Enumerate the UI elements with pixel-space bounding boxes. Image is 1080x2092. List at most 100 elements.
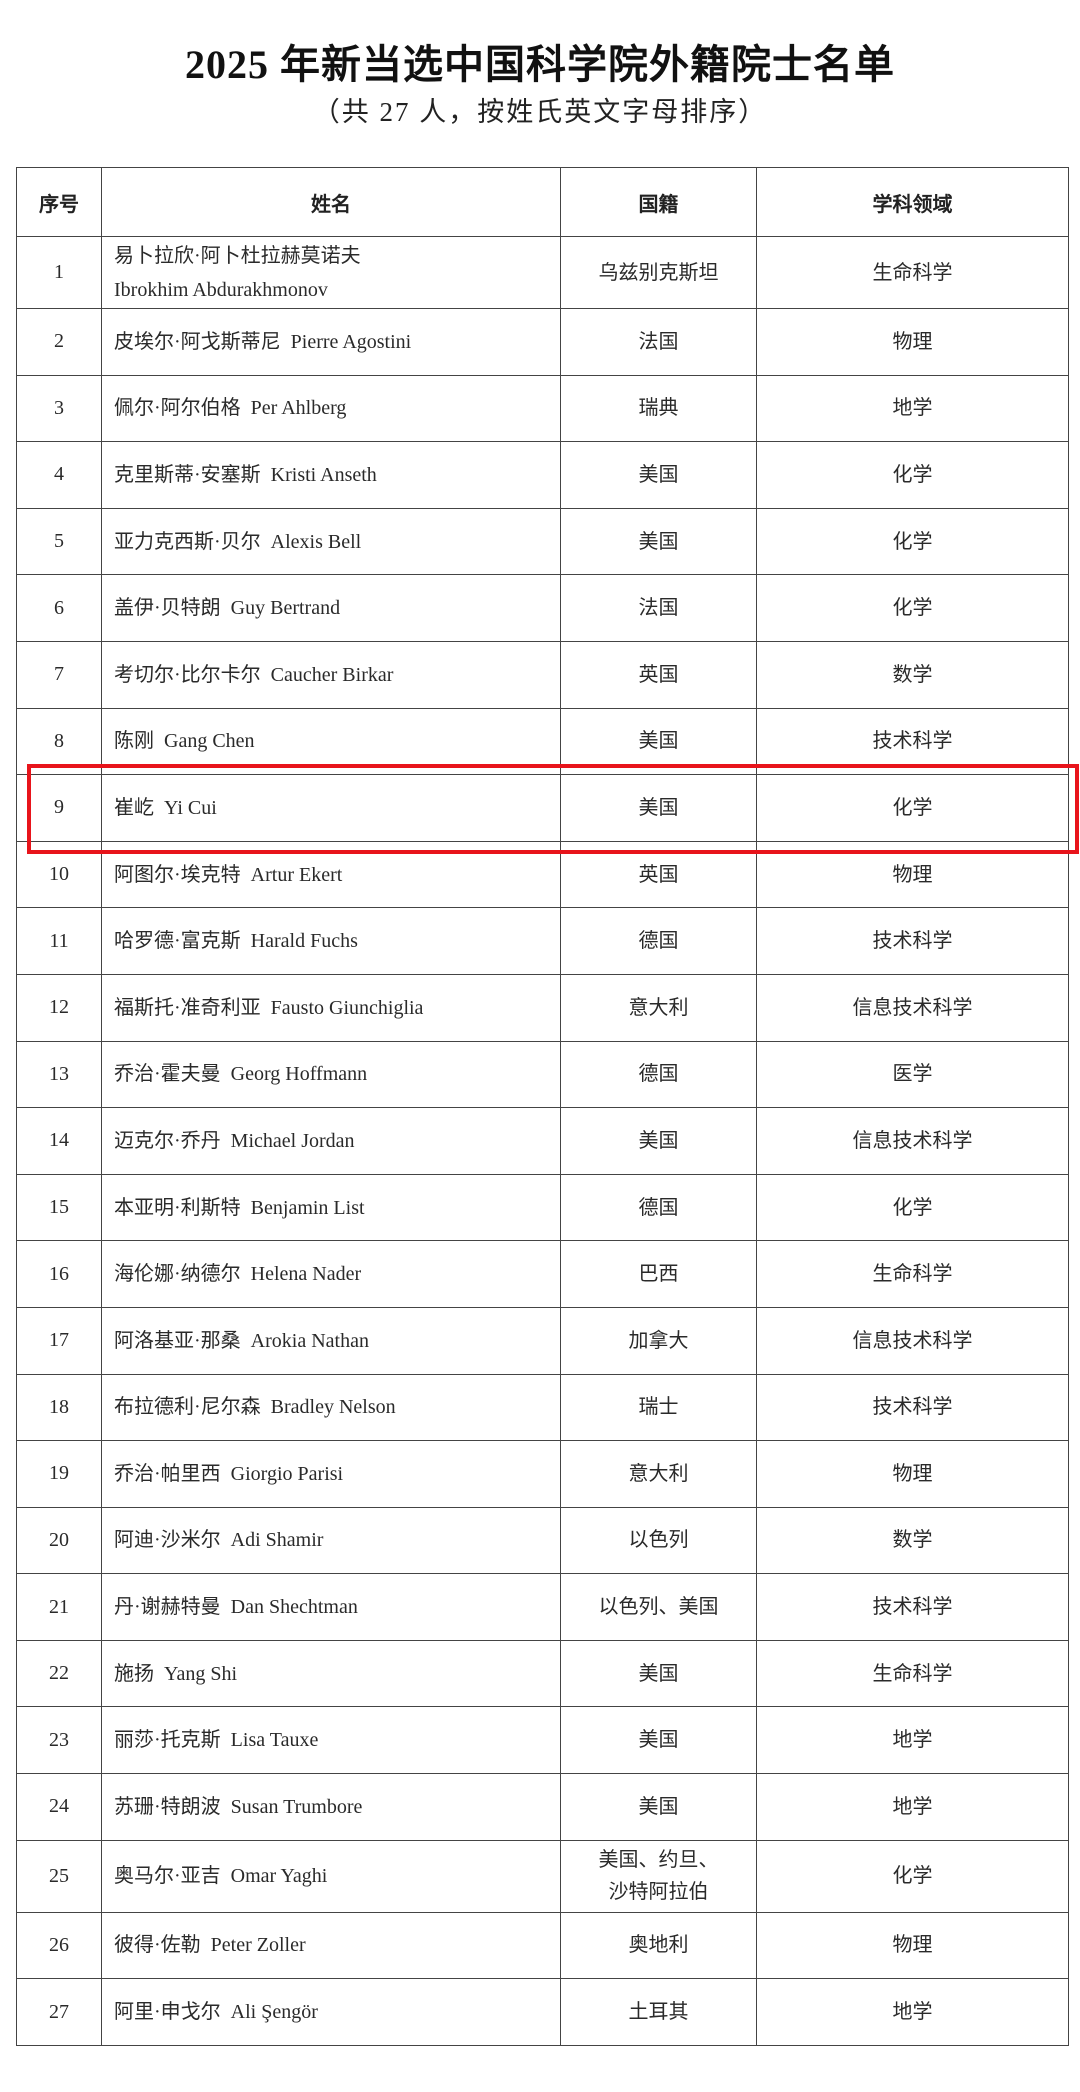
name-chinese: 本亚明·利斯特 xyxy=(114,1196,241,1219)
row-number: 11 xyxy=(16,907,102,975)
row-name: 本亚明·利斯特 Benjamin List xyxy=(101,1173,561,1242)
row-name: 哈罗德·富克斯 Harald Fuchs xyxy=(101,907,561,975)
row-nationality: 意大利 xyxy=(560,1440,757,1508)
row-name: 福斯托·准奇利亚 Fausto Giunchiglia xyxy=(101,973,561,1042)
name-english: Harald Fuchs xyxy=(250,930,358,953)
row-name: 佩尔·阿尔伯格 Per Ahlberg xyxy=(101,374,561,443)
name-chinese: 佩尔·阿尔伯格 xyxy=(114,397,241,420)
table-row: 19 乔治·帕里西 Giorgio Parisi 意大利 物理 xyxy=(16,1440,1069,1508)
table-row: 15 本亚明·利斯特 Benjamin List 德国 化学 xyxy=(16,1173,1069,1242)
table-row: 20 阿迪·沙米尔 Adi Shamir 以色列 数学 xyxy=(16,1506,1069,1575)
row-nationality: 土耳其 xyxy=(560,1978,757,2046)
row-name: 亚力克西斯·贝尔 Alexis Bell xyxy=(101,507,561,576)
name-chinese: 布拉德利·尼尔森 xyxy=(114,1396,261,1419)
row-nationality: 美国 xyxy=(560,1706,757,1775)
name-english: Per Ahlberg xyxy=(250,397,347,420)
name-chinese: 崔屹 xyxy=(114,796,154,819)
table-row: 13 乔治·霍夫曼 Georg Hoffmann 德国 医学 xyxy=(16,1040,1069,1109)
row-field: 生命科学 xyxy=(756,236,1069,309)
row-number: 18 xyxy=(16,1373,102,1442)
table-row: 9 崔屹 Yi Cui 美国 化学 xyxy=(16,774,1069,842)
page-title: 2025 年新当选中国科学院外籍院士名单 xyxy=(185,42,895,87)
table-row: 8 陈刚 Gang Chen 美国 技术科学 xyxy=(16,707,1069,776)
row-field: 地学 xyxy=(756,1978,1069,2046)
row-nationality: 意大利 xyxy=(560,973,757,1042)
row-number: 3 xyxy=(16,374,102,443)
row-name: 易卜拉欣·阿卜杜拉赫莫诺夫 Ibrokhim Abdurakhmonov xyxy=(101,236,561,309)
row-nationality: 加拿大 xyxy=(560,1306,757,1375)
table-row: 18 布拉德利·尼尔森 Bradley Nelson 瑞士 技术科学 xyxy=(16,1373,1069,1442)
row-number: 4 xyxy=(16,441,102,509)
name-english: Ibrokhim Abdurakhmonov xyxy=(114,278,328,301)
row-number: 24 xyxy=(16,1773,102,1841)
row-name: 阿图尔·埃克特 Artur Ekert xyxy=(101,840,561,909)
row-nationality: 美国 xyxy=(560,1639,757,1708)
row-name: 阿迪·沙米尔 Adi Shamir xyxy=(101,1506,561,1575)
name-chinese: 陈刚 xyxy=(114,730,154,753)
row-number: 6 xyxy=(16,574,102,642)
row-name: 迈克尔·乔丹 Michael Jordan xyxy=(101,1107,561,1175)
row-name: 施扬 Yang Shi xyxy=(101,1639,561,1708)
name-english: Artur Ekert xyxy=(250,863,343,886)
row-field: 生命科学 xyxy=(756,1240,1069,1308)
row-nationality: 瑞典 xyxy=(560,374,757,443)
row-nationality: 美国 xyxy=(560,1773,757,1841)
name-english: Alexis Bell xyxy=(270,530,362,553)
row-field: 物理 xyxy=(756,1911,1069,1980)
name-chinese: 阿图尔·埃克特 xyxy=(114,863,241,886)
row-number: 1 xyxy=(16,236,102,309)
name-english: Ali Şengör xyxy=(230,2001,318,2024)
table-header-row: 序号 姓名 国籍 学科领域 xyxy=(16,167,1069,237)
row-name: 丽莎·托克斯 Lisa Tauxe xyxy=(101,1706,561,1775)
row-number: 5 xyxy=(16,507,102,576)
table-row: 12 福斯托·准奇利亚 Fausto Giunchiglia 意大利 信息技术科学 xyxy=(16,973,1069,1042)
row-nationality: 美国 xyxy=(560,707,757,776)
row-nationality: 乌兹别克斯坦 xyxy=(560,236,757,309)
name-chinese: 施扬 xyxy=(114,1662,154,1685)
name-english: Adi Shamir xyxy=(230,1529,324,1552)
row-nationality: 瑞士 xyxy=(560,1373,757,1442)
table-row: 7 考切尔·比尔卡尔 Caucher Birkar 英国 数学 xyxy=(16,640,1069,709)
row-nationality: 以色列 xyxy=(560,1506,757,1575)
name-chinese: 阿迪·沙米尔 xyxy=(114,1529,221,1552)
row-nationality: 英国 xyxy=(560,840,757,909)
academician-table: 序号 姓名 国籍 学科领域 1 易卜拉欣·阿卜杜拉赫莫诺夫 Ibrokhim Abd… xyxy=(16,167,1069,2046)
header-name: 姓名 xyxy=(101,167,561,237)
row-name: 陈刚 Gang Chen xyxy=(101,707,561,776)
name-chinese: 克里斯蒂·安塞斯 xyxy=(114,463,261,486)
table-row: 16 海伦娜·纳德尔 Helena Nader 巴西 生命科学 xyxy=(16,1240,1069,1308)
row-nationality: 法国 xyxy=(560,308,757,376)
row-name: 阿洛基亚·那桑 Arokia Nathan xyxy=(101,1306,561,1375)
name-chinese: 彼得·佐勒 xyxy=(114,1934,201,1957)
row-number: 19 xyxy=(16,1440,102,1508)
row-field: 技术科学 xyxy=(756,707,1069,776)
name-chinese: 盖伊·贝特朗 xyxy=(114,597,221,620)
row-field: 信息技术科学 xyxy=(756,973,1069,1042)
name-english: Kristi Anseth xyxy=(270,463,377,486)
name-chinese: 考切尔·比尔卡尔 xyxy=(114,663,261,686)
table-row: 25 奥马尔·亚吉 Omar Yaghi 美国、约旦、 沙特阿拉伯 化学 xyxy=(16,1839,1069,1913)
name-chinese: 丽莎·托克斯 xyxy=(114,1729,221,1752)
table-row: 14 迈克尔·乔丹 Michael Jordan 美国 信息技术科学 xyxy=(16,1107,1069,1175)
row-nationality: 美国、约旦、 沙特阿拉伯 xyxy=(560,1839,757,1913)
row-number: 21 xyxy=(16,1573,102,1641)
table-row: 23 丽莎·托克斯 Lisa Tauxe 美国 地学 xyxy=(16,1706,1069,1775)
name-english: Yang Shi xyxy=(164,1662,237,1685)
name-chinese: 奥马尔·亚吉 xyxy=(114,1865,221,1888)
row-name: 彼得·佐勒 Peter Zoller xyxy=(101,1911,561,1980)
name-chinese: 乔治·霍夫曼 xyxy=(114,1063,221,1086)
name-english: Pierre Agostini xyxy=(290,330,412,353)
row-field: 化学 xyxy=(756,507,1069,576)
row-name: 崔屹 Yi Cui xyxy=(101,774,561,842)
name-english: Michael Jordan xyxy=(230,1129,355,1152)
row-nationality: 德国 xyxy=(560,907,757,975)
table-row: 21 丹·谢赫特曼 Dan Shechtman 以色列、美国 技术科学 xyxy=(16,1573,1069,1641)
name-english: Giorgio Parisi xyxy=(230,1462,344,1485)
page-subtitle: （共 27 人，按姓氏英文字母排序） xyxy=(312,97,768,127)
table-row: 4 克里斯蒂·安塞斯 Kristi Anseth 美国 化学 xyxy=(16,441,1069,509)
header-nationality: 国籍 xyxy=(560,167,757,237)
name-chinese: 丹·谢赫特曼 xyxy=(114,1596,221,1619)
table-row: 27 阿里·申戈尔 Ali Şengör 土耳其 地学 xyxy=(16,1978,1069,2046)
header-field: 学科领域 xyxy=(756,167,1069,237)
name-chinese: 乔治·帕里西 xyxy=(114,1462,221,1485)
